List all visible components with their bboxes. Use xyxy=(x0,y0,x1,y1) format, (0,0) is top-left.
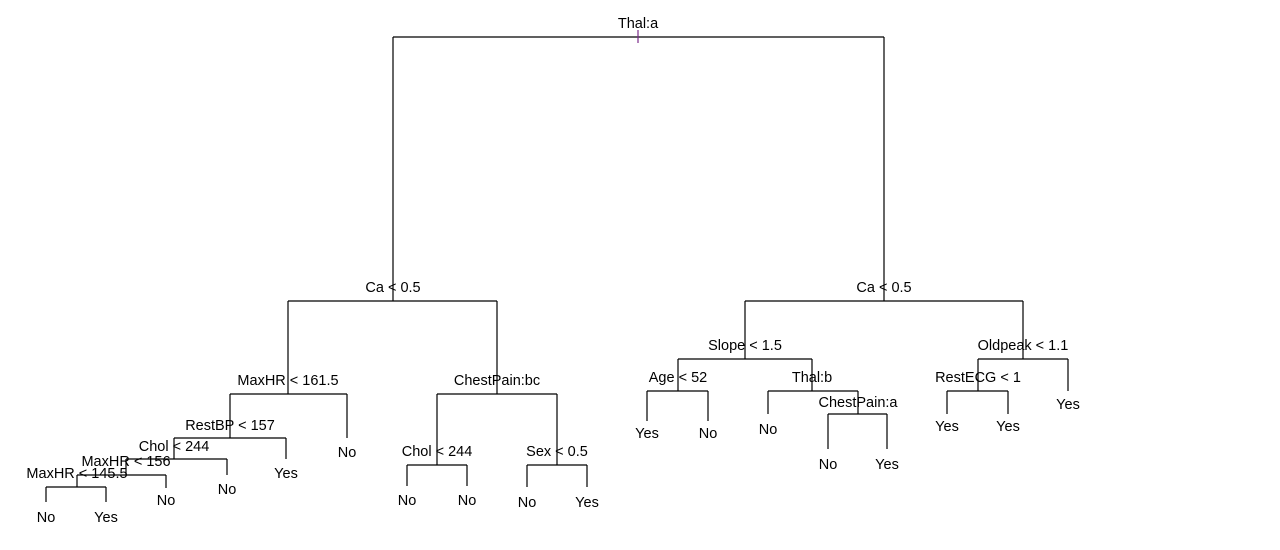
leaf-label: No xyxy=(157,493,176,509)
leaf-label: Yes xyxy=(996,419,1020,435)
leaf-label: No xyxy=(699,426,718,442)
split-label: MaxHR < 161.5 xyxy=(237,373,338,389)
split-label: ChestPain:a xyxy=(819,395,899,411)
split-label: MaxHR < 145.5 xyxy=(26,466,127,482)
leaf-label: No xyxy=(398,493,417,509)
split-label: Oldpeak < 1.1 xyxy=(978,338,1069,354)
split-label: Thal:a xyxy=(618,16,659,32)
split-label: Thal:b xyxy=(792,370,832,386)
leaf-label: No xyxy=(37,510,56,526)
split-label: RestBP < 157 xyxy=(185,418,275,434)
split-label: Chol < 244 xyxy=(139,439,210,455)
leaf-label: Yes xyxy=(935,419,959,435)
split-label: Ca < 0.5 xyxy=(856,280,911,296)
leaf-label: No xyxy=(218,482,237,498)
leaf-label: Yes xyxy=(875,457,899,473)
split-label: Slope < 1.5 xyxy=(708,338,782,354)
leaf-label: Yes xyxy=(1056,397,1080,413)
leaf-label: No xyxy=(759,422,778,438)
leaf-label: No xyxy=(458,493,477,509)
leaf-label: No xyxy=(819,457,838,473)
leaf-label: Yes xyxy=(575,495,599,511)
split-label: Sex < 0.5 xyxy=(526,444,588,460)
leaf-label: No xyxy=(518,495,537,511)
split-label: Chol < 244 xyxy=(402,444,473,460)
leaf-label: Yes xyxy=(274,466,298,482)
leaf-label: Yes xyxy=(635,426,659,442)
leaf-label: Yes xyxy=(94,510,118,526)
split-label: ChestPain:bc xyxy=(454,373,540,389)
split-label: MaxHR < 156 xyxy=(81,454,170,470)
leaf-label: No xyxy=(338,445,357,461)
split-label: Age < 52 xyxy=(649,370,707,386)
split-label: Ca < 0.5 xyxy=(365,280,420,296)
split-label: RestECG < 1 xyxy=(935,370,1021,386)
